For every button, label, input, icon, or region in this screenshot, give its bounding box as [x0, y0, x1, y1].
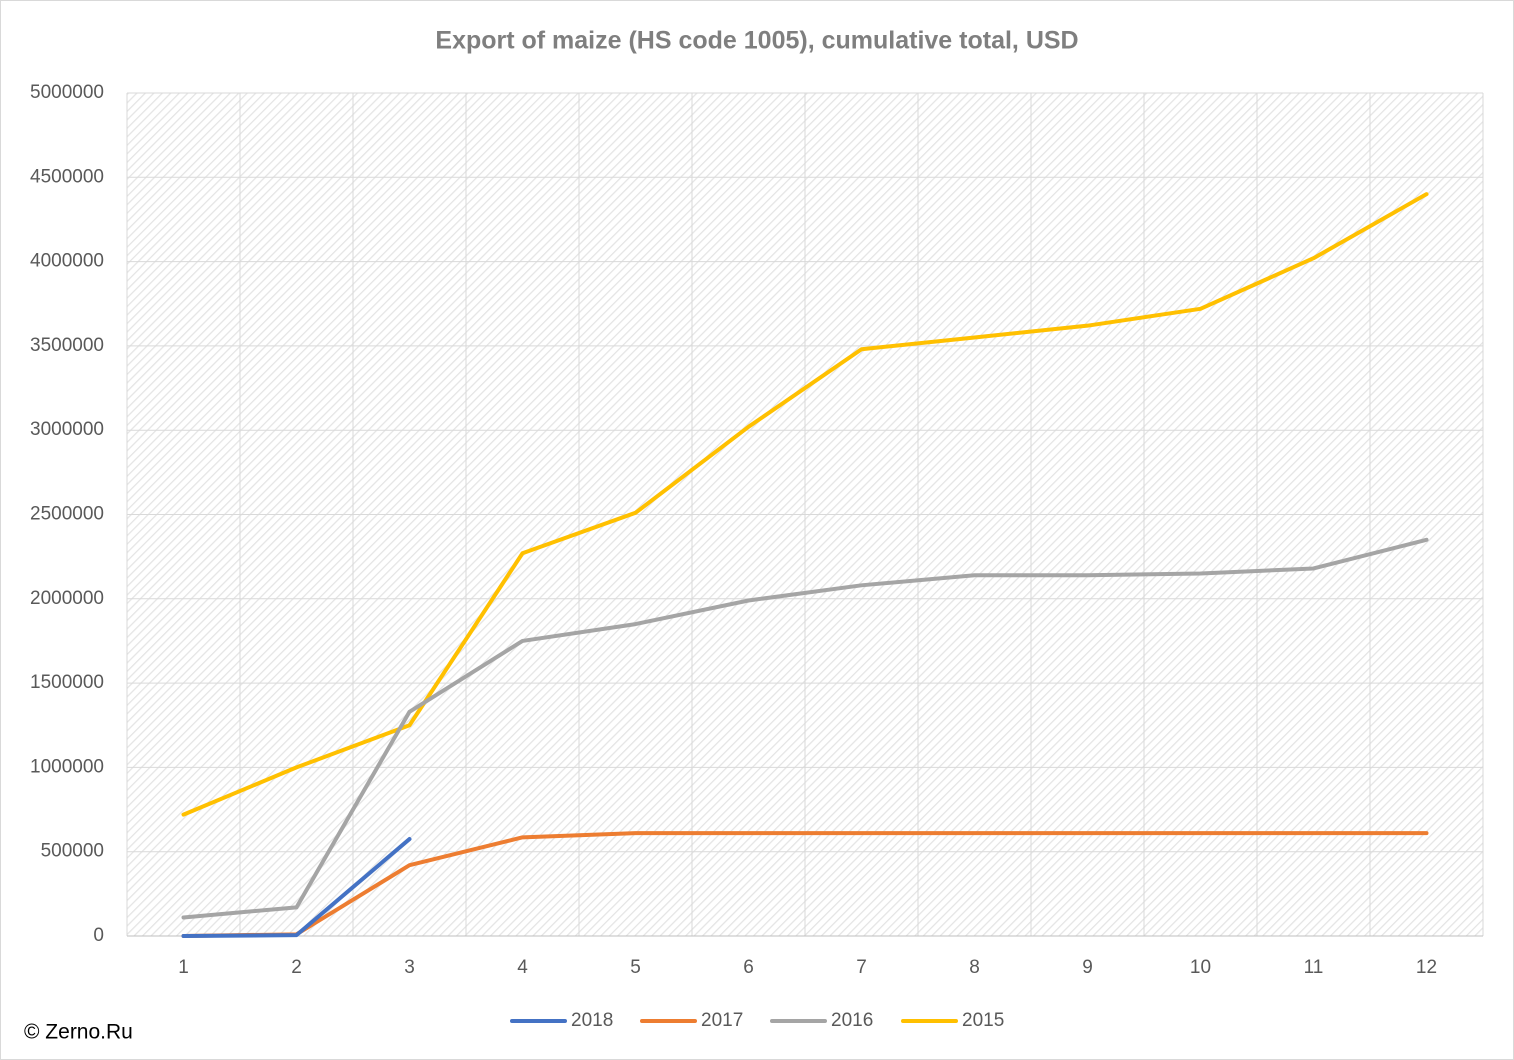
copyright: © Zerno.Ru — [24, 1021, 133, 1044]
y-tick-label: 0 — [93, 925, 104, 946]
x-tick-label: 1 — [178, 957, 189, 978]
y-tick-label: 2000000 — [30, 588, 104, 609]
y-tick-label: 3500000 — [30, 335, 104, 356]
x-tick-label: 9 — [1082, 957, 1093, 978]
y-tick-label: 500000 — [41, 841, 104, 862]
y-tick-label: 5000000 — [30, 82, 104, 103]
x-tick-label: 7 — [856, 957, 867, 978]
legend-label: 2016 — [831, 1010, 873, 1031]
legend-label: 2015 — [962, 1010, 1004, 1031]
x-tick-label: 8 — [969, 957, 980, 978]
y-tick-label: 2500000 — [30, 504, 104, 525]
x-tick-label: 2 — [291, 957, 302, 978]
x-tick-label: 10 — [1190, 957, 1211, 978]
x-tick-label: 6 — [743, 957, 754, 978]
chart-title: Export of maize (HS code 1005), cumulati… — [435, 27, 1078, 55]
y-tick-label: 4500000 — [30, 166, 104, 187]
y-tick-label: 4000000 — [30, 251, 104, 272]
series-line — [181, 537, 1429, 920]
y-tick-label: 1500000 — [30, 672, 104, 693]
x-tick-label: 11 — [1304, 957, 1324, 978]
series-line — [181, 837, 412, 938]
x-tick-label: 12 — [1416, 957, 1437, 978]
legend-label: 2018 — [571, 1010, 613, 1031]
x-tick-label: 4 — [517, 957, 528, 978]
series-line — [181, 831, 1429, 938]
x-tick-label: 3 — [404, 957, 415, 978]
legend-label: 2017 — [701, 1010, 743, 1031]
y-tick-label: 3000000 — [30, 419, 104, 440]
y-tick-label: 1000000 — [30, 756, 104, 777]
series-line — [181, 192, 1429, 817]
x-tick-label: 5 — [630, 957, 641, 978]
